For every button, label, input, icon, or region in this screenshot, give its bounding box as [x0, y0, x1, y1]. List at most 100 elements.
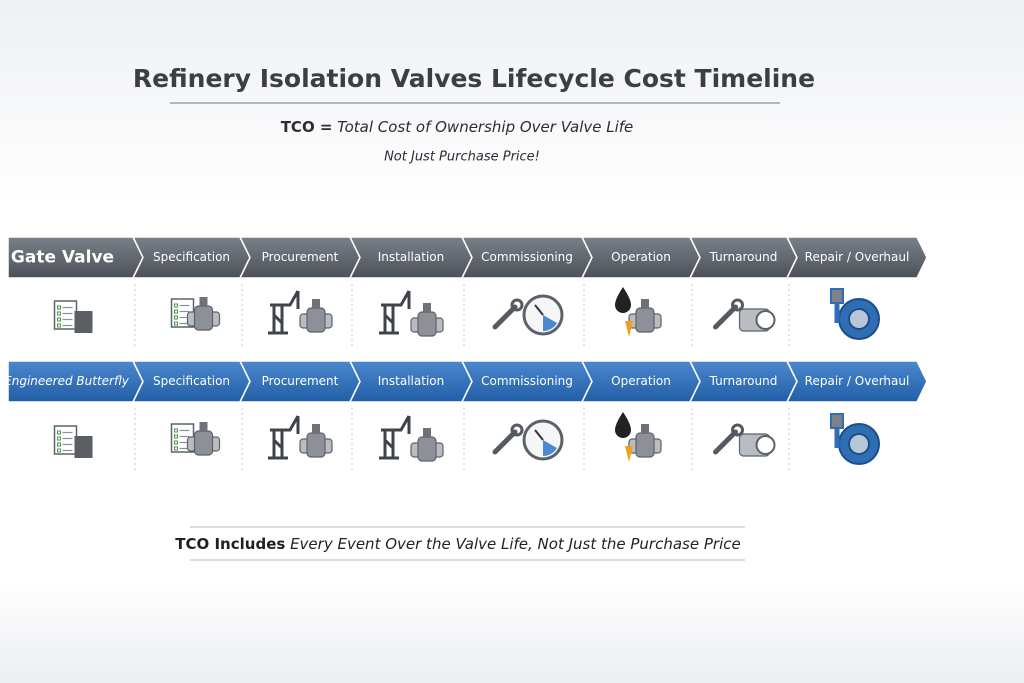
stage-icon [615, 412, 662, 462]
icon-part [174, 321, 178, 326]
icon-part [423, 303, 431, 312]
icon-part [417, 311, 437, 337]
stage-icon [170, 297, 221, 331]
stage-icon [379, 415, 444, 462]
icon-part [635, 432, 655, 458]
footer: TCO Includes Every Event Over the Valve … [175, 535, 740, 553]
icon-part [174, 440, 178, 445]
row-label: Gate Valve [11, 248, 114, 268]
stage-icon [713, 298, 776, 332]
icon-part [379, 290, 411, 335]
stage-label: Procurement [262, 250, 339, 264]
stage-label: Turnaround [709, 250, 778, 264]
footer-italic: Every Event Over the Valve Life, Not Jus… [290, 535, 741, 553]
icon-part [510, 423, 524, 437]
icon-part [312, 424, 320, 433]
icon-part [57, 448, 61, 453]
subtitle: TCO = Total Cost of Ownership Over Valve… [281, 118, 634, 136]
icon-part [641, 299, 649, 308]
icon-part [423, 428, 431, 437]
timeline-row: Gate Valve Specification Procurement Instal… [7, 236, 928, 348]
icon-part [492, 304, 518, 330]
icon-part [193, 305, 214, 331]
icon-part [268, 415, 300, 460]
icon-part [57, 317, 61, 322]
icon-part [635, 307, 655, 333]
stage-icon [379, 290, 444, 337]
footer-bold: TCO Includes [175, 535, 285, 553]
stage-icon [170, 422, 221, 456]
icon-part [312, 299, 320, 308]
icon-part [306, 307, 326, 333]
subtitle-bold: TCO = [281, 118, 333, 136]
icon-part [830, 413, 844, 429]
stage-label: Repair / Overhaul [805, 374, 910, 388]
stage-icon [268, 290, 333, 335]
stage-icon [492, 419, 564, 461]
icon-part [830, 288, 844, 304]
stage-icon [53, 300, 93, 333]
subtitle-italic: Total Cost of Ownership Over Valve Life [337, 118, 633, 136]
stage-label: Commissioning [481, 250, 573, 264]
stage-label: Specification [153, 250, 230, 264]
icon-part [417, 436, 437, 462]
stage-icon [492, 294, 564, 336]
stage-label: Commissioning [481, 374, 573, 388]
icon-part [57, 323, 61, 328]
row-label: Engineered Butterfly [4, 374, 130, 388]
icon-part [492, 429, 518, 455]
icon-part [174, 446, 178, 451]
icon-part [615, 287, 631, 313]
icon-part [713, 429, 738, 455]
icon-part [534, 304, 544, 316]
icon-part [713, 304, 738, 330]
icon-part [57, 442, 61, 447]
icon-part [379, 415, 411, 460]
timeline-row: Engineered Butterfly Specification Procure… [4, 360, 928, 472]
icon-part [510, 298, 524, 312]
icon-part [193, 430, 214, 456]
icon-part [57, 311, 61, 316]
icon-part [268, 290, 300, 335]
icon-part [625, 446, 633, 462]
stage-chevron [785, 236, 928, 279]
stage-icon [713, 423, 776, 457]
stage-label: Installation [378, 250, 444, 264]
icon-part [615, 412, 631, 438]
timeline: Gate Valve Specification Procurement Instal… [4, 236, 928, 472]
icon-part [543, 440, 557, 457]
icon-part [755, 310, 776, 330]
title: Refinery Isolation Valves Lifecycle Cost… [133, 64, 815, 93]
icon-part [755, 435, 776, 455]
stage-label: Repair / Overhaul [805, 250, 910, 264]
icon-part [731, 423, 744, 437]
icon-part [174, 315, 178, 320]
stage-label: Specification [153, 374, 230, 388]
icon-part [848, 433, 870, 455]
icon-part [174, 309, 178, 314]
icon-part [57, 436, 61, 441]
stage-label: Installation [378, 374, 444, 388]
tagline: Not Just Purchase Price! [384, 150, 540, 165]
stage-chevron [785, 360, 928, 403]
icon-part [306, 432, 326, 458]
stage-label: Turnaround [709, 374, 778, 388]
icon-part [534, 429, 544, 441]
icon-part [199, 297, 208, 306]
stage-icon [615, 287, 662, 337]
icon-part [731, 298, 744, 312]
icon-part [625, 321, 633, 337]
icon-part [174, 434, 178, 439]
stage-icon [830, 413, 880, 465]
stage-label: Operation [611, 374, 671, 388]
icon-part [174, 428, 178, 433]
icon-part [174, 303, 178, 308]
icon-part [199, 422, 208, 431]
stage-label: Operation [611, 250, 671, 264]
icon-part [57, 305, 61, 310]
stage-label: Procurement [262, 374, 339, 388]
stage-icon [53, 425, 93, 458]
icon-part [57, 430, 61, 435]
